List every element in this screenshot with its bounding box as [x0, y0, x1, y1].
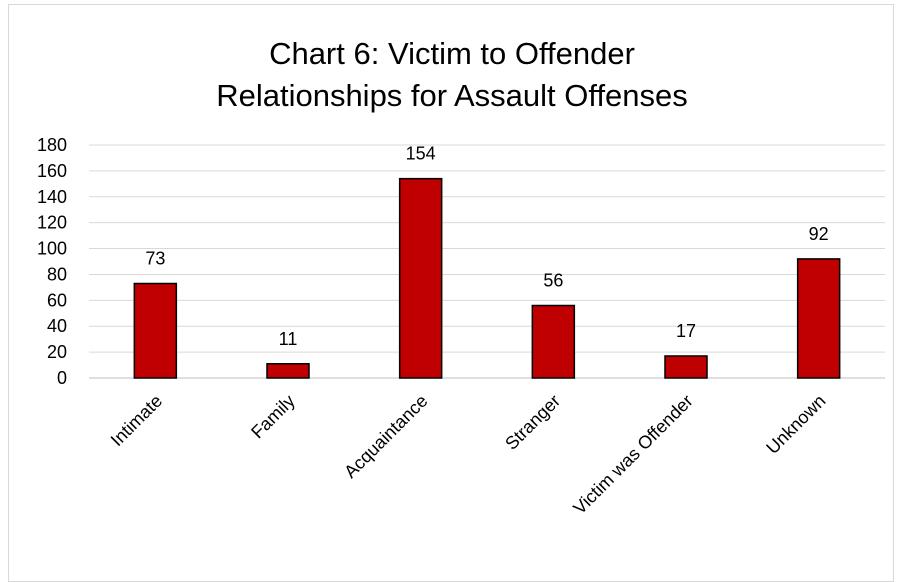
y-tick-label: 120: [37, 213, 67, 233]
x-category-label: Stranger: [501, 391, 564, 454]
bar-stranger: [531, 304, 576, 379]
y-axis-tick-labels: 0 20 40 60 80 100 120 140 160 180: [37, 135, 67, 388]
y-tick-label: 0: [57, 368, 67, 388]
y-tick-label: 100: [37, 239, 67, 259]
y-tick-label: 80: [47, 264, 67, 284]
y-tick-label: 140: [37, 187, 67, 207]
data-label: 154: [406, 144, 436, 164]
x-category-label: Intimate: [107, 391, 166, 450]
x-category-label: Family: [247, 391, 299, 443]
x-axis-category-labels: Intimate Family Acquaintance Stranger Victim…: [107, 391, 830, 519]
x-category-label: Unknown: [762, 391, 829, 458]
data-label: 11: [279, 329, 298, 349]
chart-title-line-1: Chart 6: Victim to Offender: [269, 36, 635, 71]
y-tick-label: 160: [37, 161, 67, 181]
bar-chart: Chart 6: Victim to Offender Relationship…: [37, 36, 885, 519]
bar-intimate: [133, 282, 178, 379]
x-category-label: Acquaintance: [340, 391, 431, 482]
data-label: 92: [809, 224, 829, 244]
y-tick-label: 20: [47, 342, 67, 362]
chart-title-line-2: Relationships for Assault Offenses: [216, 78, 688, 113]
data-label: 56: [543, 271, 563, 291]
bar-unknown: [796, 258, 841, 379]
bar-acquaintance: [398, 177, 443, 379]
chart-title: Chart 6: Victim to Offender Relationship…: [216, 36, 688, 113]
y-tick-label: 40: [47, 316, 67, 336]
bars: [133, 177, 841, 379]
bar-victim-was-offender: [664, 355, 708, 379]
chart-frame: Chart 6: Victim to Offender Relationship…: [8, 4, 894, 582]
bar-family: [266, 363, 310, 379]
gridlines: [89, 144, 885, 379]
data-labels: 73 11 154 56 17 92: [145, 144, 828, 349]
y-tick-label: 180: [37, 135, 67, 155]
x-category-label: Victim was Offender: [569, 391, 697, 519]
y-tick-label: 60: [47, 290, 67, 310]
data-label: 73: [145, 249, 165, 269]
data-label: 17: [676, 321, 696, 341]
